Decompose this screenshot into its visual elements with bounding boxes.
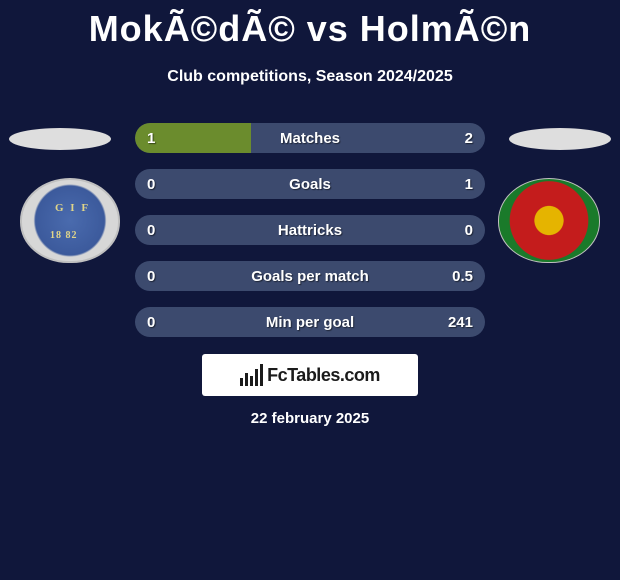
comparison-card: MokÃ©dÃ© vs HolmÃ©n Club competitions, S… <box>0 0 620 580</box>
stat-label: Min per goal <box>266 314 354 331</box>
stat-label: Goals per match <box>251 268 369 285</box>
stat-right-value: 241 <box>448 314 473 331</box>
comparison-date: 22 february 2025 <box>0 410 620 427</box>
page-title: MokÃ©dÃ© vs HolmÃ©n <box>0 0 620 50</box>
stat-right-value: 2 <box>465 130 473 147</box>
stat-left-value: 0 <box>147 268 155 285</box>
stat-label: Goals <box>289 176 331 193</box>
stat-row-hattricks: 0 Hattricks 0 <box>135 215 485 245</box>
stat-label: Matches <box>280 130 340 147</box>
stat-label: Hattricks <box>278 222 342 239</box>
brand-text: FcTables.com <box>267 365 380 386</box>
team-right-crest <box>498 178 600 263</box>
team-left-crest-text: G I F <box>55 202 90 214</box>
subtitle: Club competitions, Season 2024/2025 <box>0 68 620 86</box>
team-left-base-shadow <box>9 128 111 150</box>
team-left-crest <box>20 178 120 263</box>
stat-left-value: 1 <box>147 130 155 147</box>
stat-right-value: 1 <box>465 176 473 193</box>
stat-row-min-per-goal: 0 Min per goal 241 <box>135 307 485 337</box>
stat-row-matches: 1 Matches 2 <box>135 123 485 153</box>
stat-right-value: 0.5 <box>452 268 473 285</box>
stat-left-value: 0 <box>147 314 155 331</box>
stat-right-value: 0 <box>465 222 473 239</box>
stat-row-goals: 0 Goals 1 <box>135 169 485 199</box>
team-right-base-shadow <box>509 128 611 150</box>
brand-badge[interactable]: FcTables.com <box>202 354 418 396</box>
stats-list: 1 Matches 2 0 Goals 1 0 Hattricks 0 0 Go… <box>135 123 485 353</box>
chart-bars-icon <box>240 364 263 386</box>
stat-left-value: 0 <box>147 222 155 239</box>
team-left-crest-year: 18 82 <box>50 230 78 241</box>
stat-row-goals-per-match: 0 Goals per match 0.5 <box>135 261 485 291</box>
stat-left-value: 0 <box>147 176 155 193</box>
